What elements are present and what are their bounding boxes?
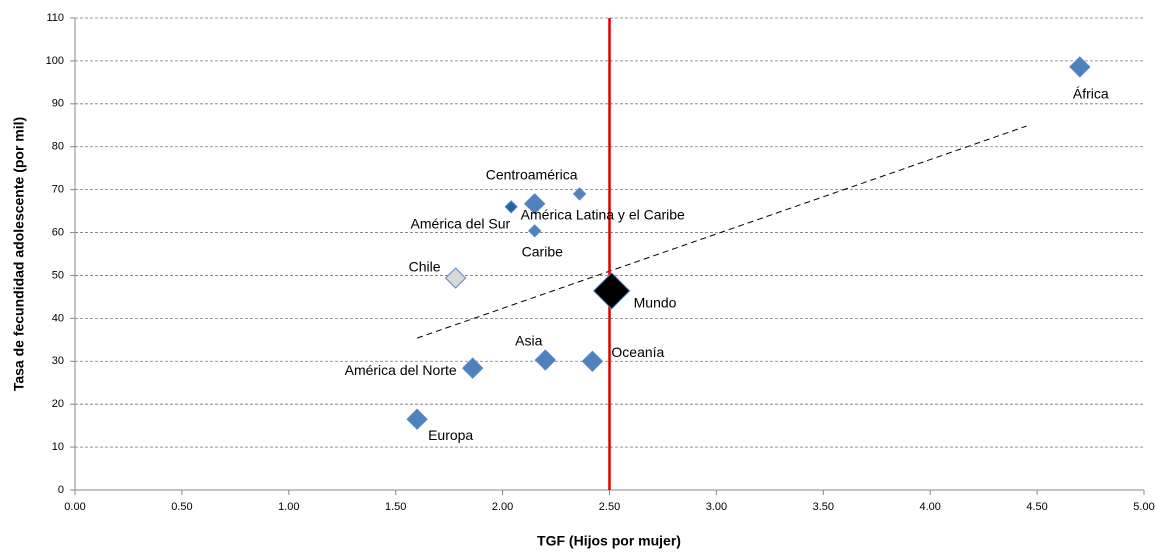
x-tick-label: 1.00 xyxy=(278,501,299,513)
y-tick-label: 60 xyxy=(52,226,64,238)
y-tick-label: 70 xyxy=(52,184,64,196)
y-tick-label: 90 xyxy=(52,98,64,110)
point-label: Centroamérica xyxy=(486,167,578,183)
y-tick-label: 80 xyxy=(52,141,64,153)
x-tick-label: 0.00 xyxy=(64,501,85,513)
y-tick-label: 50 xyxy=(52,269,64,281)
x-tick-label: 3.50 xyxy=(813,501,834,513)
point xyxy=(406,408,428,430)
point-label: América Latina y el Caribe xyxy=(521,206,685,222)
trendline xyxy=(416,125,1027,339)
point xyxy=(523,193,546,215)
point-label: África xyxy=(1073,86,1109,102)
x-tick-label: 0.50 xyxy=(171,501,192,513)
point-label: Oceanía xyxy=(611,344,664,360)
x-tick-label: 4.50 xyxy=(1026,501,1047,513)
x-axis-title: TGF (Hijos por mujer) xyxy=(537,533,681,549)
point xyxy=(444,267,467,289)
point xyxy=(527,224,542,238)
x-tick-label: 2.50 xyxy=(599,501,620,513)
x-tick-label: 5.00 xyxy=(1133,501,1154,513)
point xyxy=(581,350,604,372)
x-tick-label: 3.00 xyxy=(706,501,727,513)
point-label: América del Norte xyxy=(345,362,457,378)
point-label: América del Sur xyxy=(411,216,511,232)
point xyxy=(461,357,484,379)
y-tick-label: 100 xyxy=(46,55,64,67)
y-tick-label: 40 xyxy=(52,312,64,324)
x-tick-label: 2.00 xyxy=(492,501,513,513)
point-label: Asia xyxy=(515,333,542,349)
point xyxy=(504,200,518,214)
point xyxy=(1069,56,1091,78)
point-label: Caribe xyxy=(522,244,563,260)
point xyxy=(534,349,557,371)
point-label: Chile xyxy=(409,259,441,275)
point xyxy=(572,187,587,201)
y-tick-label: 30 xyxy=(52,355,64,367)
y-axis-title: Tasa de fecundidad adolescente (por mil) xyxy=(11,117,27,391)
point-label: Europa xyxy=(428,427,473,443)
y-tick-label: 110 xyxy=(46,12,64,24)
x-tick-label: 1.50 xyxy=(385,501,406,513)
y-tick-label: 10 xyxy=(52,441,64,453)
point xyxy=(592,272,631,310)
y-tick-label: 0 xyxy=(58,484,64,496)
point-label: Mundo xyxy=(634,295,677,311)
y-tick-label: 20 xyxy=(52,398,64,410)
x-tick-label: 4.00 xyxy=(919,501,940,513)
